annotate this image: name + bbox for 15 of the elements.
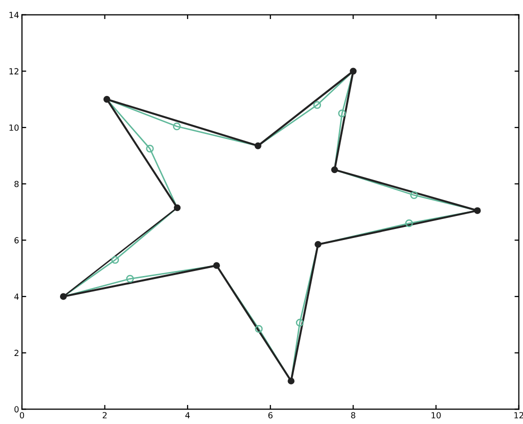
x-tick-label: 4 xyxy=(185,412,190,418)
x-tick-label: 6 xyxy=(268,412,273,418)
y-tick-label: 0 xyxy=(14,406,19,412)
y-tick-label: 12 xyxy=(10,68,18,74)
y-tick-label: 8 xyxy=(14,180,19,188)
y-tick-label: 6 xyxy=(14,237,19,244)
y-tick-label: 14 xyxy=(10,12,19,18)
x-tick-label: 2 xyxy=(102,412,107,418)
x-tick-label: 10 xyxy=(432,412,441,418)
x-tick-label: 0 xyxy=(20,412,24,418)
y-tick-label: 4 xyxy=(14,294,19,300)
y-tick-label: 2 xyxy=(14,350,18,356)
y-tick-label: 10 xyxy=(10,124,19,131)
x-tick-label: 12 xyxy=(514,412,523,418)
x-tick-label: 8 xyxy=(351,412,356,418)
